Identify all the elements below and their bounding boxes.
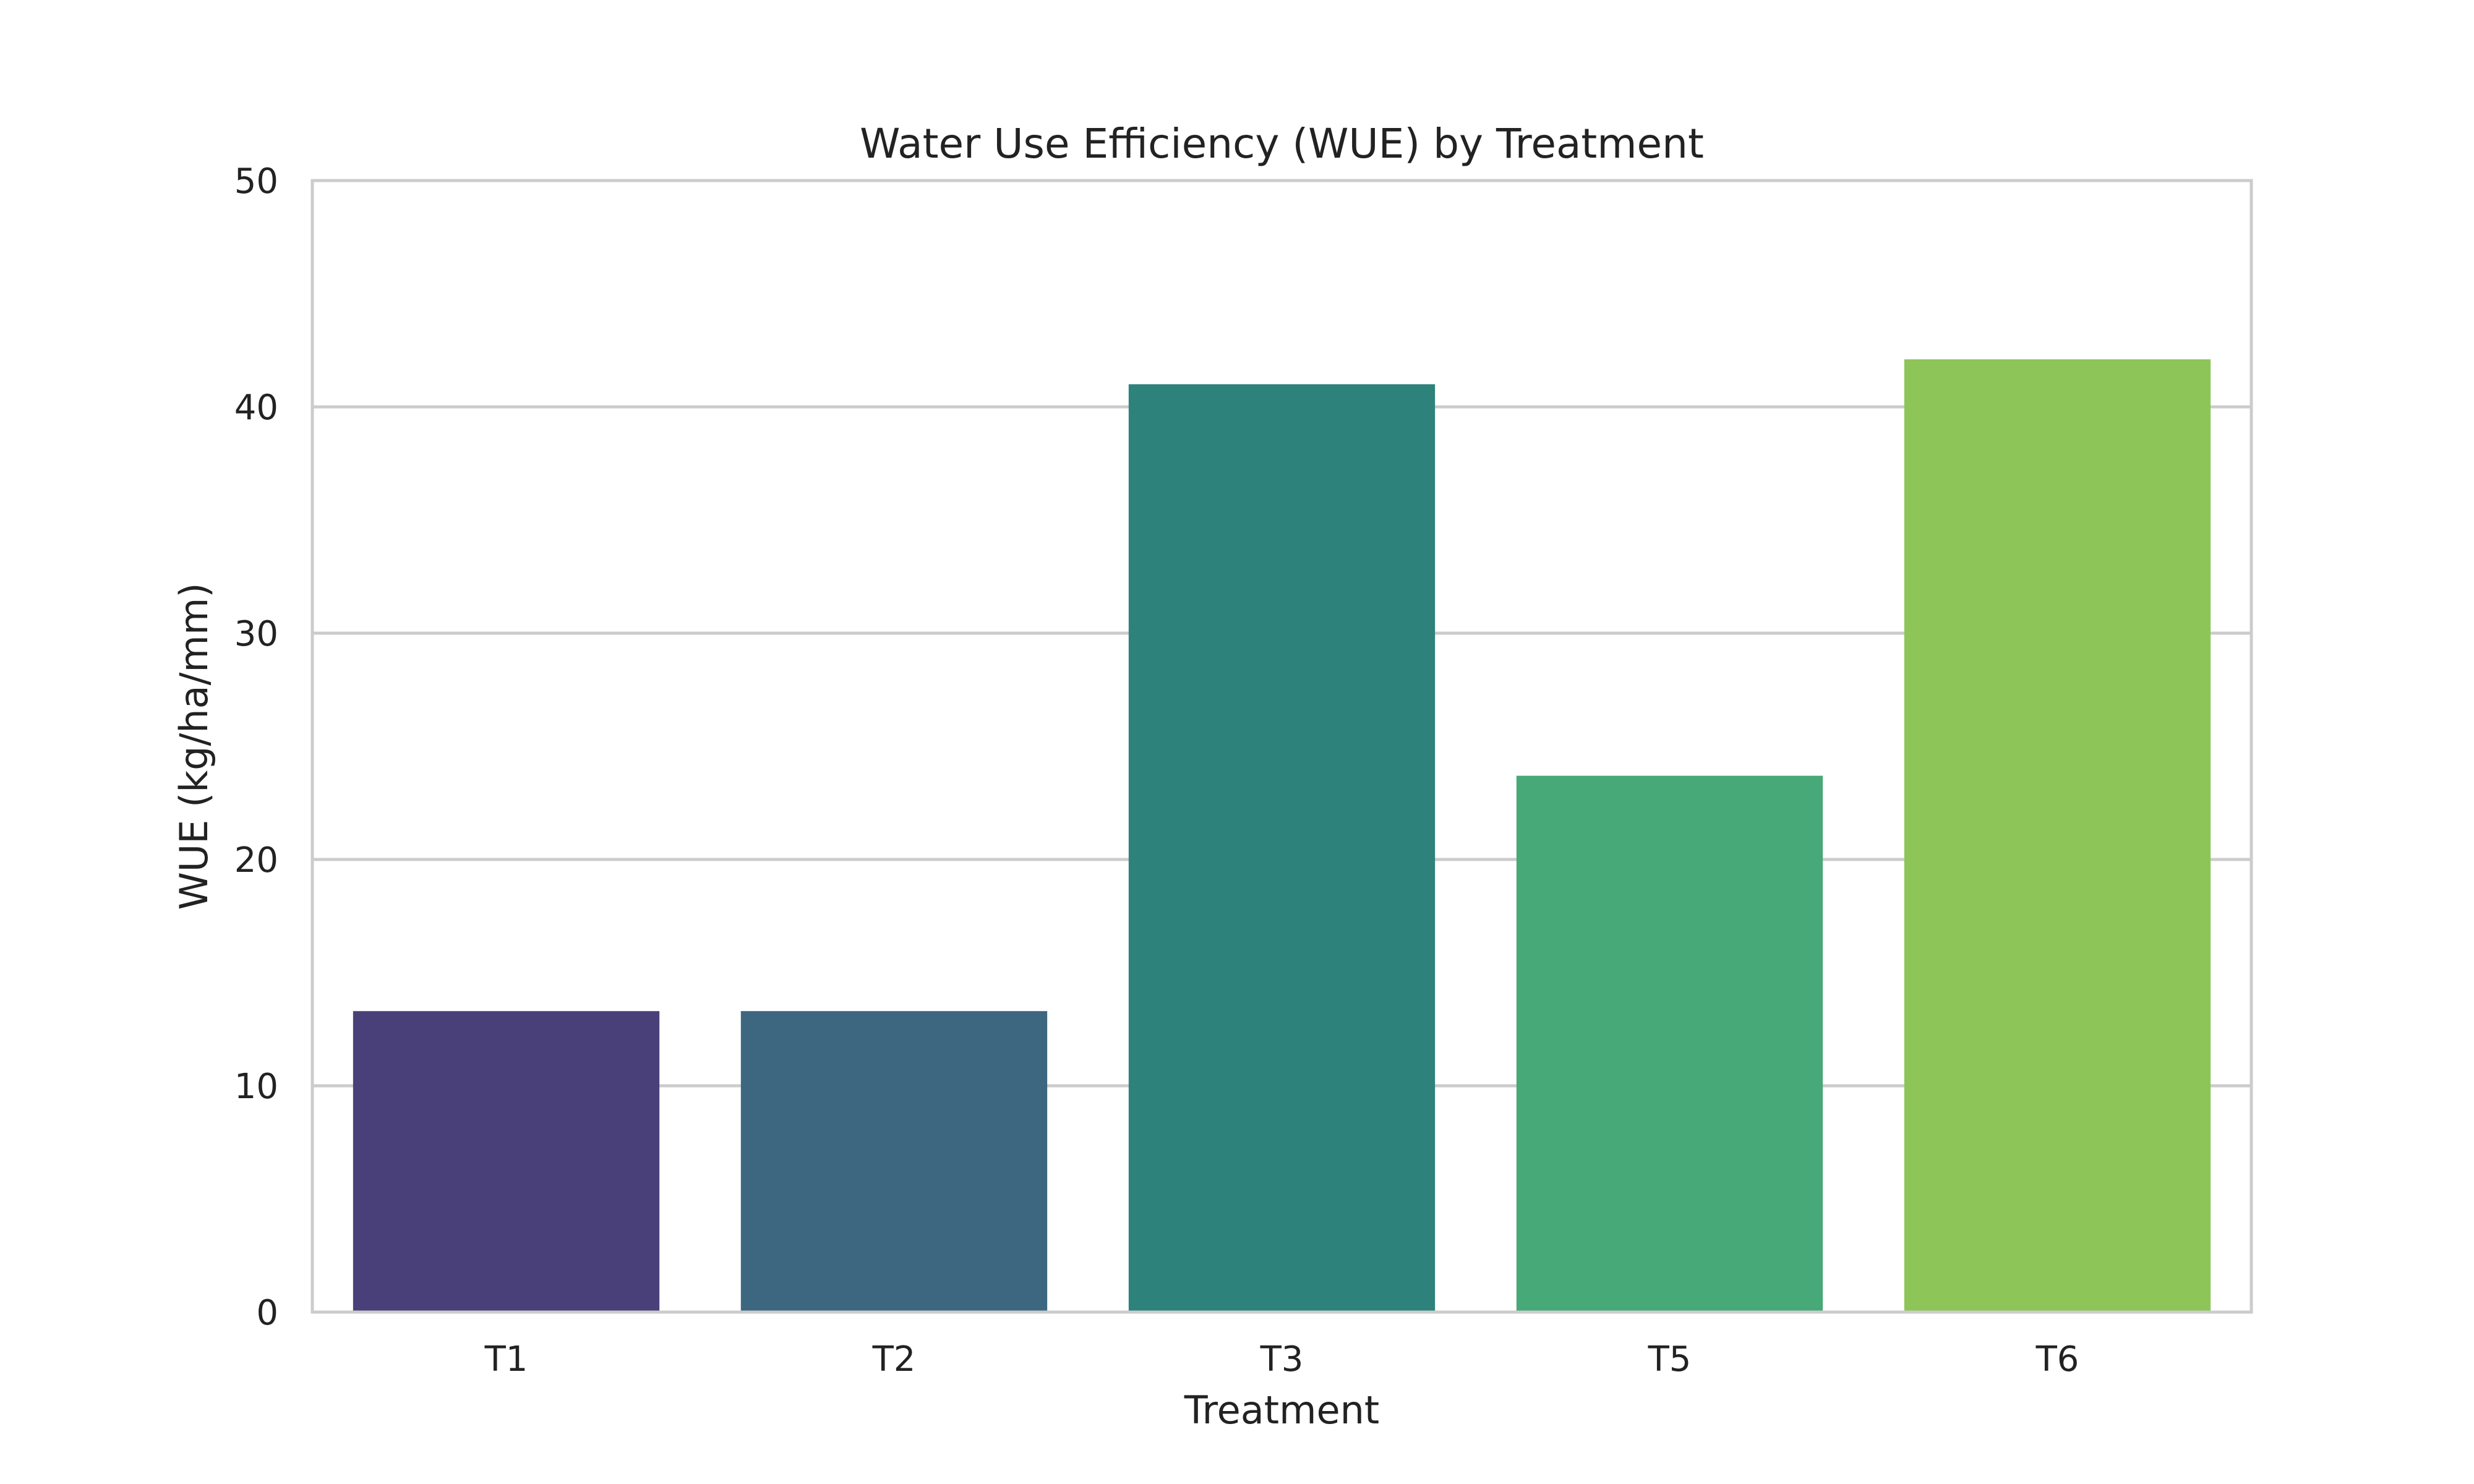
x-tick-label: T1 [484,1339,528,1380]
y-tick-labels: 0 10 20 30 40 50 [234,161,278,1333]
chart-title: Water Use Efficiency (WUE) by Treatment [860,120,1704,168]
y-tick-label: 0 [256,1293,278,1333]
plot-frame [310,179,2253,1314]
bar-t6 [1904,359,2211,1312]
x-tick-label: T2 [872,1339,916,1380]
y-tick-label: 20 [234,840,278,881]
y-axis-label: WUE (kg/ha/mm) [171,582,216,910]
bars [353,359,2211,1312]
x-tick-label: T3 [1260,1339,1304,1380]
x-tick-label: T5 [1648,1339,1692,1380]
y-tick-label: 30 [234,614,278,654]
y-tick-label: 10 [234,1067,278,1107]
x-axis-label: Treatment [1184,1388,1379,1433]
y-tick-label: 50 [234,161,278,202]
bar-t2 [740,1011,1048,1312]
x-tick-label: T6 [2035,1339,2079,1380]
bar-t5 [1516,775,1823,1312]
x-tick-labels: T1 T2 T3 T5 T6 [484,1339,2079,1380]
bar-t3 [1128,384,1436,1312]
bar-t1 [353,1011,660,1312]
y-tick-label: 40 [234,388,278,428]
